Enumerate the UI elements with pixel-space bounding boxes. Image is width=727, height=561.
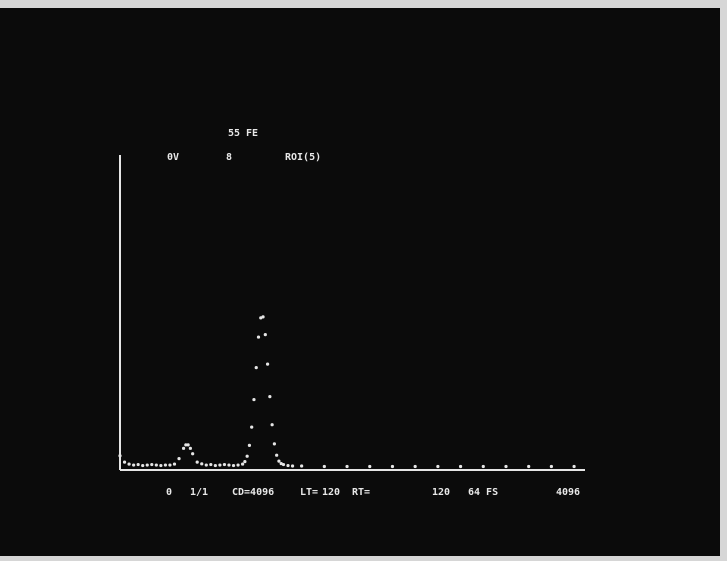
data-point (264, 333, 267, 336)
data-point (209, 463, 212, 466)
data-point (550, 465, 553, 468)
data-point (282, 463, 285, 466)
data-point (191, 452, 194, 455)
data-point (504, 465, 507, 468)
data-point (137, 463, 140, 466)
data-point (573, 465, 576, 468)
data-point (261, 315, 264, 318)
data-point (268, 395, 271, 398)
data-point (345, 465, 348, 468)
data-point (271, 423, 274, 426)
data-point (323, 465, 326, 468)
data-point (205, 463, 208, 466)
footer-label: LT= (300, 487, 318, 498)
data-point (118, 454, 121, 457)
data-point (291, 464, 294, 467)
data-point (182, 447, 185, 450)
data-point (123, 460, 126, 463)
data-point (200, 462, 203, 465)
data-point (241, 462, 244, 465)
data-point (132, 463, 135, 466)
footer-label: 120 (322, 487, 340, 498)
data-point (164, 463, 167, 466)
footer-label: RT= (352, 487, 370, 498)
data-point (273, 442, 276, 445)
data-point (189, 447, 192, 450)
data-point (257, 335, 260, 338)
data-point (252, 398, 255, 401)
data-point (459, 465, 462, 468)
data-point (155, 463, 158, 466)
data-point (246, 455, 249, 458)
data-point (150, 463, 153, 466)
data-point (248, 444, 251, 447)
footer-label: 64 FS (468, 487, 498, 498)
header-label: 0V (167, 152, 179, 163)
footer-label: 4096 (556, 487, 580, 498)
data-point (436, 465, 439, 468)
footer-label: CD=4096 (232, 487, 274, 498)
footer-label: 0 (166, 487, 172, 498)
header-label: 8 (226, 152, 232, 163)
data-point (218, 463, 221, 466)
data-point (173, 462, 176, 465)
data-point (127, 462, 130, 465)
footer-label: 1/1 (190, 487, 208, 498)
chart: 55 FE 0V 8 ROI(5) 0 1/1 CD=4096 LT= 120 RT= 120 64… (0, 0, 727, 561)
chart-title: 55 FE (228, 128, 258, 139)
data-point (141, 464, 144, 467)
data-point (214, 464, 217, 467)
data-point (368, 465, 371, 468)
screen (0, 8, 720, 556)
data-point (255, 366, 258, 369)
data-point (177, 457, 180, 460)
data-point (146, 463, 149, 466)
data-point (275, 454, 278, 457)
data-point (250, 426, 253, 429)
page: 55 FE 0V 8 ROI(5) 0 1/1 CD=4096 LT= 120 RT= 120 64… (0, 0, 727, 561)
data-point (414, 465, 417, 468)
data-point (482, 465, 485, 468)
data-point (266, 363, 269, 366)
data-point (527, 465, 530, 468)
data-point (187, 443, 190, 446)
data-point (286, 464, 289, 467)
data-point (277, 460, 280, 463)
data-point (223, 463, 226, 466)
header-label: ROI(5) (285, 152, 321, 163)
data-point (300, 464, 303, 467)
footer-label: 120 (432, 487, 450, 498)
data-point (236, 463, 239, 466)
data-point (243, 460, 246, 463)
data-point (391, 465, 394, 468)
data-point (232, 464, 235, 467)
data-point (227, 463, 230, 466)
data-point (168, 463, 171, 466)
data-point (159, 464, 162, 467)
data-point (196, 460, 199, 463)
